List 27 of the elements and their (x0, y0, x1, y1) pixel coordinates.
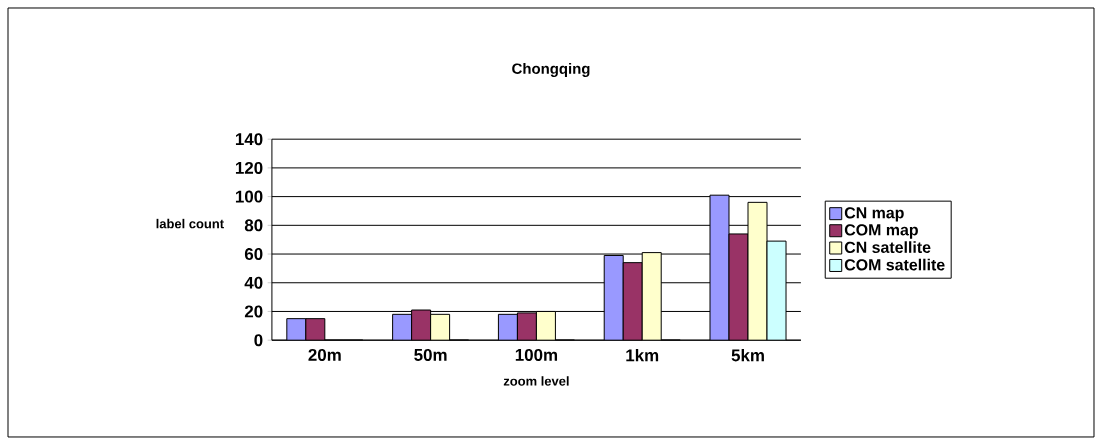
x-tick-label: 50m (414, 348, 447, 361)
bar (603, 254, 624, 341)
y-tick-label: 20 (244, 305, 263, 318)
bar (430, 313, 451, 341)
bar (286, 318, 307, 341)
y-tick-label: 120 (235, 161, 263, 174)
x-axis-title: zoom level (503, 376, 569, 386)
legend-label: CN map (844, 207, 904, 222)
bar (392, 313, 413, 341)
bar (497, 313, 518, 341)
x-tick-label: 1km (626, 348, 659, 362)
y-tick-label: 40 (244, 276, 263, 289)
legend-label: CN satellite (844, 241, 931, 253)
x-tick-label: 20m (308, 348, 341, 361)
y-tick-label: 60 (244, 248, 263, 261)
chart-title: Chongqing (512, 62, 590, 77)
y-tick-label: 0 (254, 334, 263, 347)
x-tick-label: 100m (515, 348, 558, 361)
x-tick-label: 5km (731, 348, 764, 362)
bar (535, 310, 556, 341)
bar (641, 252, 662, 341)
legend-label: COM satellite (844, 258, 945, 271)
y-tick-label: 100 (235, 190, 263, 203)
y-tick-label: 140 (235, 133, 263, 146)
y-axis-title: label count (156, 218, 224, 229)
legend-label: COM map (844, 224, 918, 239)
y-tick-label: 80 (244, 219, 263, 232)
